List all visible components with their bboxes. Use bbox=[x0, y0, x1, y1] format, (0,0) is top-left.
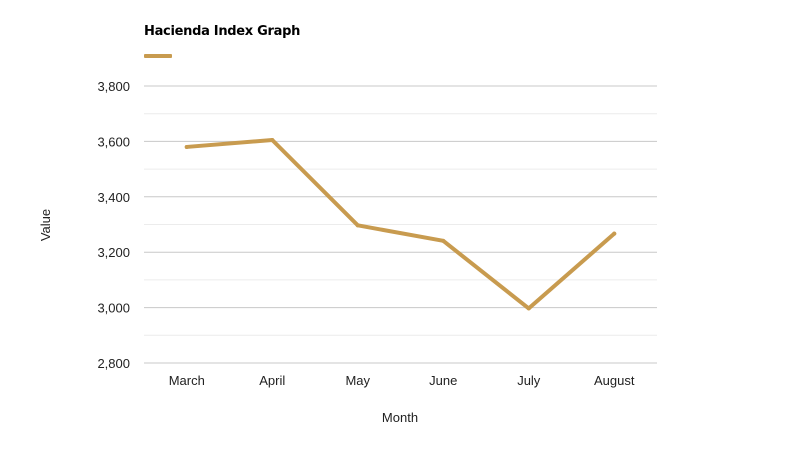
chart-title: Hacienda Index Graph bbox=[144, 24, 301, 39]
x-tick-labels: March April May June July August bbox=[169, 373, 635, 388]
x-tick-label: March bbox=[169, 373, 205, 388]
data-series bbox=[184, 138, 617, 311]
y-tick-label: 3,800 bbox=[97, 79, 130, 94]
x-axis-label: Month bbox=[382, 410, 418, 425]
legend-swatch bbox=[144, 54, 172, 58]
series-line bbox=[184, 138, 617, 311]
y-tick-label: 3,400 bbox=[97, 190, 130, 205]
y-tick-label: 3,000 bbox=[97, 301, 130, 316]
x-tick-label: April bbox=[259, 373, 285, 388]
data-point bbox=[184, 144, 189, 149]
y-tick-labels: 2,800 3,000 3,200 3,400 3,600 3,800 bbox=[97, 79, 130, 371]
data-point bbox=[441, 238, 446, 243]
y-tick-label: 3,200 bbox=[97, 245, 130, 260]
x-tick-label: July bbox=[517, 373, 541, 388]
y-axis-label: Value bbox=[38, 209, 53, 241]
y-tick-label: 2,800 bbox=[97, 356, 130, 371]
x-tick-label: May bbox=[345, 373, 370, 388]
grid-lines bbox=[144, 85, 657, 364]
data-point bbox=[526, 306, 531, 311]
x-tick-label: June bbox=[429, 373, 457, 388]
x-tick-label: August bbox=[594, 373, 635, 388]
data-point bbox=[612, 231, 617, 236]
data-point bbox=[355, 223, 360, 228]
data-point bbox=[270, 138, 275, 143]
y-tick-label: 3,600 bbox=[97, 134, 130, 149]
